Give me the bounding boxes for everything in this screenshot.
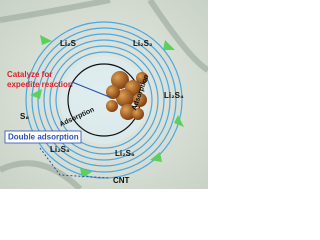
species-label: Li₂S₆ — [115, 149, 135, 158]
species-label: Li₂S₂ — [133, 39, 153, 48]
catalyze-label: Catalyze for — [7, 70, 52, 79]
species-label: Li₂S — [60, 39, 77, 48]
species-label: Li₂S₈ — [50, 145, 70, 154]
cnt-label: CNT — [113, 176, 130, 185]
catalyst-cluster — [106, 71, 148, 120]
illustration: Li₂S Li₂S₂ Catalyze for expedite reactio… — [0, 0, 208, 189]
catalyze-label: expedite reaction — [7, 80, 73, 89]
cnt-rings — [25, 21, 183, 179]
species-label: Li₂S₄ — [164, 91, 184, 100]
cnt-pointer — [39, 147, 111, 179]
species-label: S₈ — [20, 112, 29, 121]
background-tubes — [0, 0, 208, 189]
green-arrows — [30, 35, 184, 178]
double-adsorption-box — [4, 130, 82, 144]
double-adsorption-label: Double adsorption — [8, 133, 79, 142]
catalyze-pointer — [71, 81, 113, 99]
